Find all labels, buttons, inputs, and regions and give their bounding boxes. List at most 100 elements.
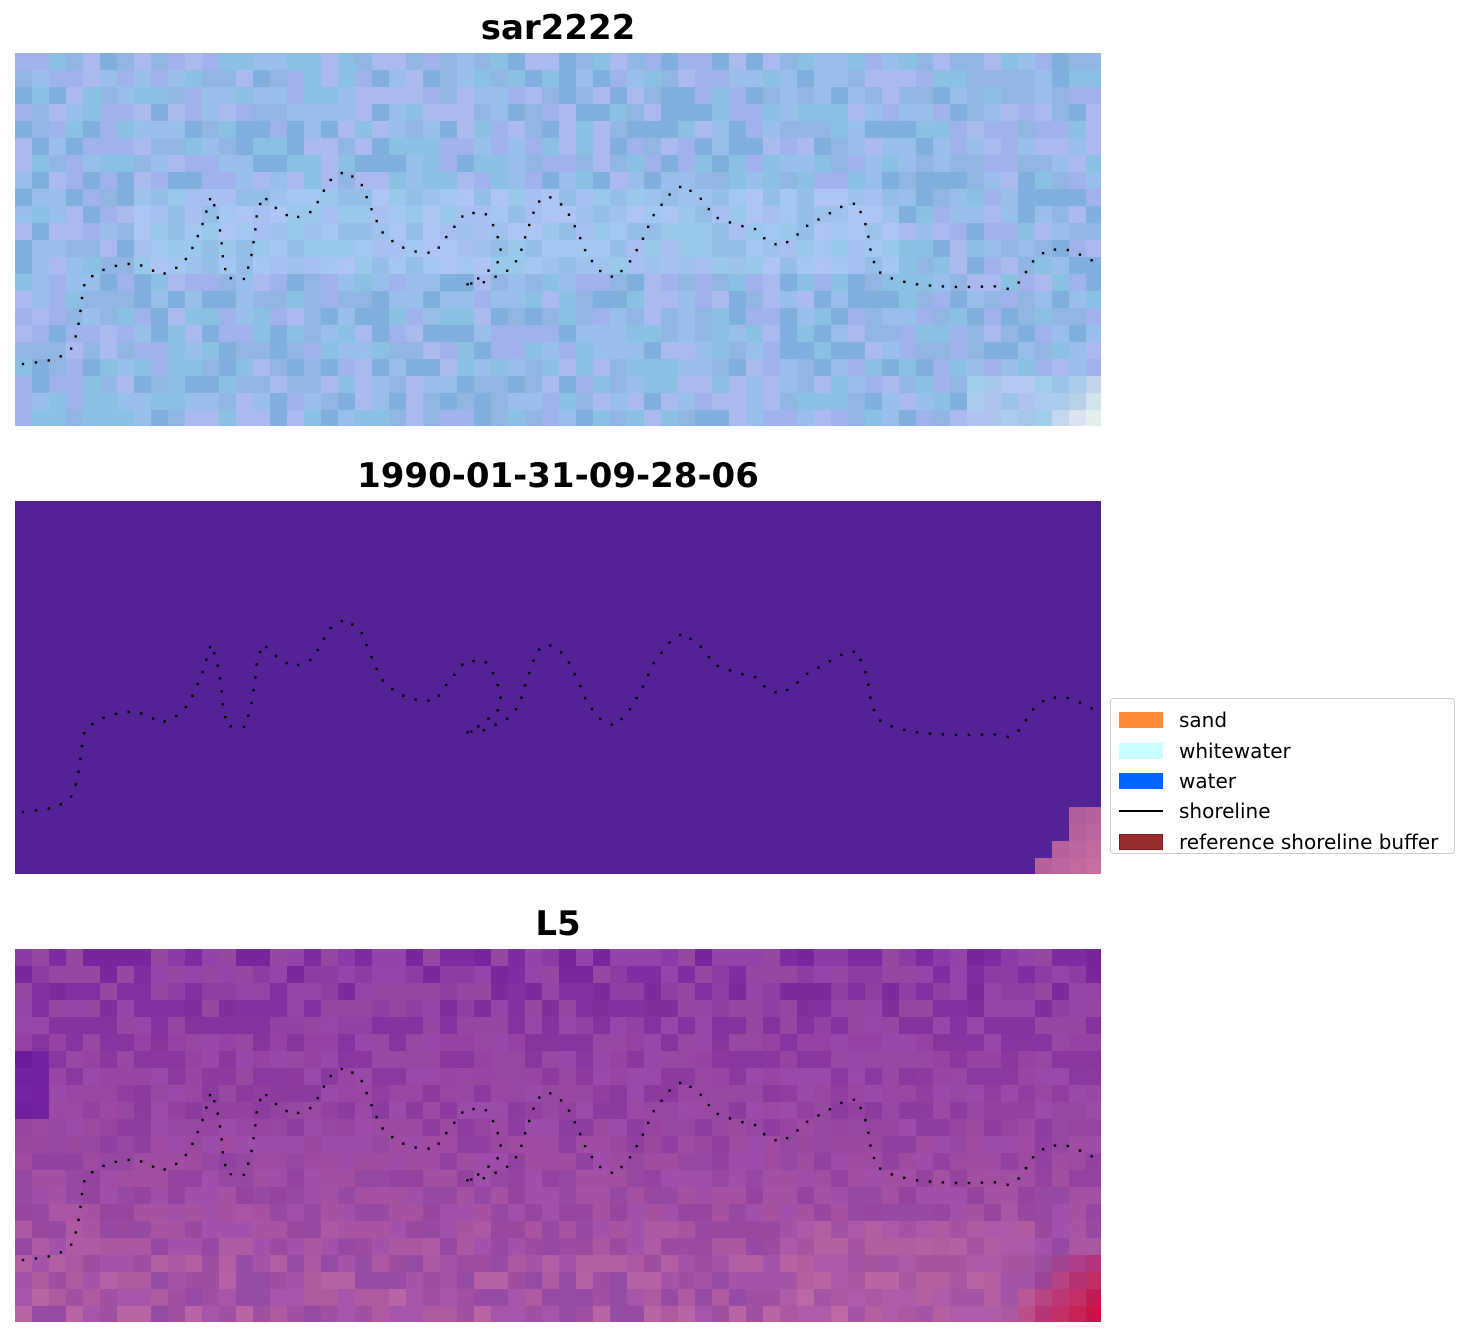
raster-cell <box>933 1068 951 1086</box>
raster-cell <box>100 1068 118 1086</box>
raster-cell <box>253 104 271 122</box>
raster-cell <box>1086 325 1101 343</box>
raster-cell <box>270 1221 288 1239</box>
raster-cell <box>236 1170 254 1188</box>
raster-cell <box>661 359 679 377</box>
raster-cell <box>338 393 356 411</box>
raster-cell <box>780 53 798 71</box>
raster-cell <box>661 983 679 1001</box>
raster-cell <box>236 1068 254 1086</box>
raster-cell <box>151 223 169 241</box>
raster-cell <box>916 359 934 377</box>
raster-cell <box>66 1204 84 1222</box>
raster-cell <box>967 393 985 411</box>
raster-cell <box>423 1187 441 1205</box>
raster-cell <box>916 172 934 190</box>
raster-cell <box>270 1085 288 1103</box>
raster-cell <box>695 87 713 105</box>
raster-cell <box>661 87 679 105</box>
raster-cell <box>644 1289 662 1307</box>
raster-cell <box>423 70 441 88</box>
raster-cell <box>593 308 611 326</box>
raster-cell <box>661 257 679 275</box>
raster-cell <box>1018 393 1036 411</box>
raster-cell <box>1018 257 1036 275</box>
raster-cell <box>49 104 67 122</box>
raster-cell <box>661 189 679 207</box>
raster-cell <box>15 155 33 173</box>
raster-cell <box>1052 1153 1070 1171</box>
shoreline-point <box>34 1257 38 1260</box>
raster-cell <box>967 104 985 122</box>
raster-cell <box>168 1255 186 1273</box>
raster-cell <box>287 138 305 156</box>
raster-cell <box>1018 1119 1036 1137</box>
raster-cell <box>372 138 390 156</box>
raster-cell <box>508 1187 526 1205</box>
raster-cell <box>1069 1204 1087 1222</box>
raster-cell <box>100 359 118 377</box>
raster-cell <box>1052 342 1070 360</box>
raster-cell <box>389 274 407 292</box>
raster-cell <box>304 1136 322 1154</box>
raster-cell <box>134 376 152 394</box>
raster-cell <box>185 206 203 224</box>
raster-cell <box>950 1034 968 1052</box>
raster-cell <box>933 983 951 1001</box>
raster-cell <box>202 1153 220 1171</box>
shoreline-point <box>496 235 499 239</box>
shoreline-point <box>890 725 893 728</box>
raster-cell <box>729 240 747 258</box>
raster-cell <box>1018 172 1036 190</box>
raster-cell <box>491 1119 509 1137</box>
raster-cell <box>984 1085 1002 1103</box>
shoreline-point <box>163 1168 166 1171</box>
raster-cell <box>712 966 730 984</box>
raster-cell <box>763 121 781 139</box>
raster-cell <box>1086 240 1101 258</box>
raster-cell <box>151 189 169 207</box>
raster-cell <box>1035 949 1053 967</box>
raster-cell <box>1035 393 1053 411</box>
raster-cell <box>168 155 186 173</box>
raster-cell <box>100 1170 118 1188</box>
raster-cell <box>542 983 560 1001</box>
buffer-cell <box>1086 858 1101 874</box>
raster-cell <box>542 274 560 292</box>
raster-cell <box>899 1170 917 1188</box>
raster-cell <box>542 1068 560 1086</box>
raster-cell <box>32 983 50 1001</box>
shoreline-point <box>707 1103 711 1107</box>
raster-cell <box>270 1255 288 1273</box>
raster-cell <box>168 393 186 411</box>
shoreline-point <box>184 1153 188 1157</box>
shoreline-point <box>205 210 208 213</box>
raster-cell <box>355 1306 373 1322</box>
shoreline-point <box>579 1132 582 1136</box>
raster-cell <box>831 325 849 343</box>
raster-cell <box>865 155 883 173</box>
raster-cell <box>627 1136 645 1154</box>
shoreline-point <box>201 1118 204 1122</box>
raster-cell <box>236 1272 254 1290</box>
raster-cell <box>83 1102 101 1120</box>
raster-cell <box>440 1272 458 1290</box>
raster-cell <box>83 1017 101 1035</box>
raster-cell <box>338 949 356 967</box>
raster-cell <box>372 393 390 411</box>
raster-cell <box>321 410 339 426</box>
raster-cell <box>304 359 322 377</box>
raster-cell <box>66 410 84 426</box>
shoreline-point <box>487 1165 490 1168</box>
raster-cell <box>372 308 390 326</box>
raster-cell <box>49 359 67 377</box>
shoreline-point <box>699 645 702 649</box>
raster-cell <box>576 53 594 71</box>
raster-cell <box>338 155 356 173</box>
raster-cell <box>593 1153 611 1171</box>
raster-cell <box>831 359 849 377</box>
raster-cell <box>66 53 84 71</box>
raster-cell <box>304 87 322 105</box>
raster-cell <box>1069 121 1087 139</box>
raster-cell <box>882 949 900 967</box>
